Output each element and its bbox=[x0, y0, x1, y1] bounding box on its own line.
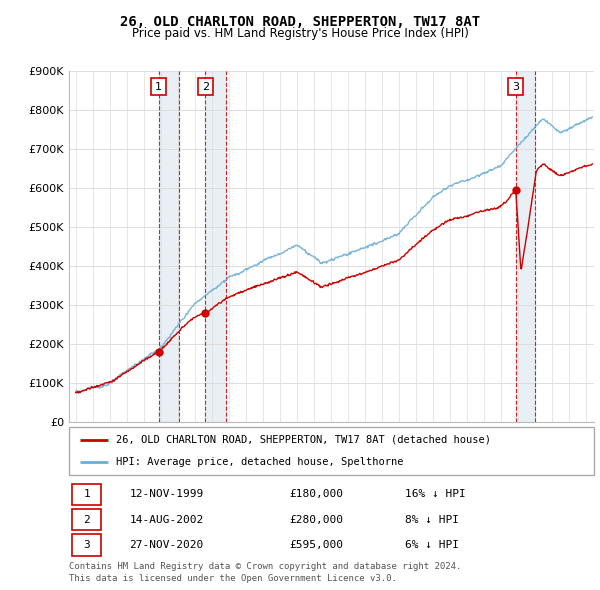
Text: 12-NOV-1999: 12-NOV-1999 bbox=[130, 490, 203, 499]
Bar bbox=[158, 71, 179, 422]
Text: 3: 3 bbox=[83, 540, 90, 550]
FancyBboxPatch shape bbox=[69, 427, 594, 475]
FancyBboxPatch shape bbox=[72, 484, 101, 505]
Text: This data is licensed under the Open Government Licence v3.0.: This data is licensed under the Open Gov… bbox=[69, 573, 397, 582]
Text: HPI: Average price, detached house, Spelthorne: HPI: Average price, detached house, Spel… bbox=[116, 457, 404, 467]
Text: 1: 1 bbox=[155, 81, 162, 91]
Text: 3: 3 bbox=[512, 81, 520, 91]
Text: 6% ↓ HPI: 6% ↓ HPI bbox=[405, 540, 459, 550]
Text: £280,000: £280,000 bbox=[290, 514, 343, 525]
Text: 27-NOV-2020: 27-NOV-2020 bbox=[130, 540, 203, 550]
Bar bbox=[205, 71, 226, 422]
Text: 14-AUG-2002: 14-AUG-2002 bbox=[130, 514, 203, 525]
Text: 2: 2 bbox=[83, 514, 90, 525]
Text: £180,000: £180,000 bbox=[290, 490, 343, 499]
Text: £595,000: £595,000 bbox=[290, 540, 343, 550]
Text: 26, OLD CHARLTON ROAD, SHEPPERTON, TW17 8AT: 26, OLD CHARLTON ROAD, SHEPPERTON, TW17 … bbox=[120, 15, 480, 29]
Text: Contains HM Land Registry data © Crown copyright and database right 2024.: Contains HM Land Registry data © Crown c… bbox=[69, 562, 461, 571]
Text: 16% ↓ HPI: 16% ↓ HPI bbox=[405, 490, 466, 499]
Text: 1: 1 bbox=[83, 490, 90, 499]
Text: 26, OLD CHARLTON ROAD, SHEPPERTON, TW17 8AT (detached house): 26, OLD CHARLTON ROAD, SHEPPERTON, TW17 … bbox=[116, 435, 491, 445]
FancyBboxPatch shape bbox=[72, 535, 101, 556]
Text: Price paid vs. HM Land Registry's House Price Index (HPI): Price paid vs. HM Land Registry's House … bbox=[131, 27, 469, 40]
FancyBboxPatch shape bbox=[72, 509, 101, 530]
Text: 2: 2 bbox=[202, 81, 209, 91]
Text: 8% ↓ HPI: 8% ↓ HPI bbox=[405, 514, 459, 525]
Bar bbox=[516, 71, 535, 422]
